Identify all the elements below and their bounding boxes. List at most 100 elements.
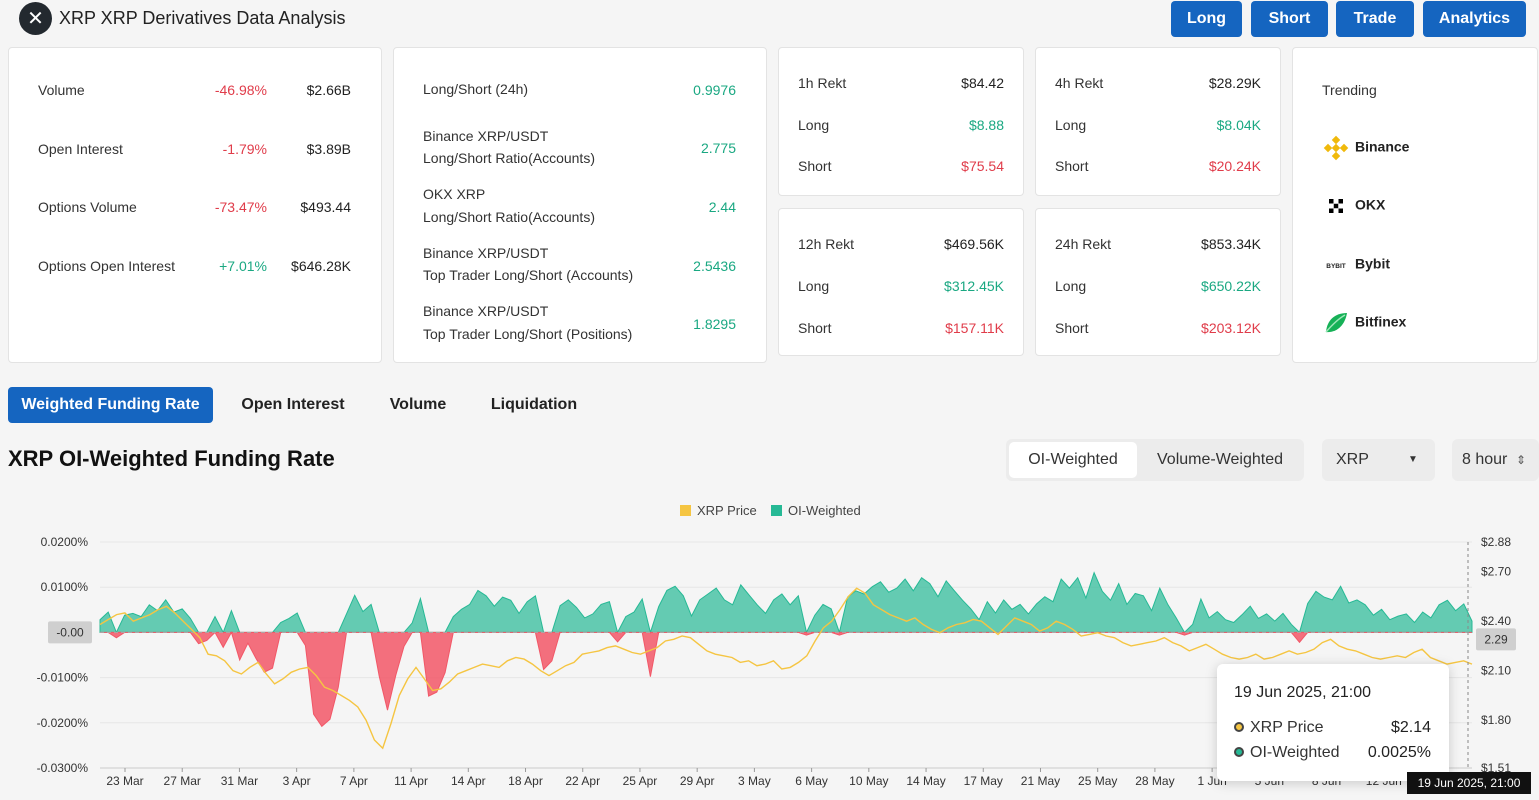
y-left-tick-label: 0.0200%: [41, 535, 89, 549]
x-tick-label: 25 Apr: [623, 774, 658, 788]
y-right-tick-label: $1.80: [1481, 713, 1511, 727]
oi-weighted-option[interactable]: OI-Weighted: [1009, 442, 1137, 478]
rekt-12h-card: 12h Rekt $469.56K Long $312.45K Short $1…: [778, 208, 1024, 356]
y-right-tick-label: $2.70: [1481, 565, 1511, 579]
coin-select-value: XRP: [1336, 451, 1369, 468]
ratio-value: 2.5436: [693, 258, 736, 274]
rekt-short-label: Short: [1055, 320, 1089, 336]
volume-weighted-option[interactable]: Volume-Weighted: [1157, 451, 1283, 468]
rekt-24h-card: 24h Rekt $853.34K Long $650.22K Short $2…: [1035, 208, 1281, 356]
ratio-label: Binance XRP/USDT: [423, 245, 549, 261]
stat-value: $2.66B: [306, 82, 351, 98]
interval-select-value: 8 hour: [1462, 451, 1508, 468]
trending-exchange-okx[interactable]: OKX: [1323, 193, 1385, 219]
x-tick-label: 18 Apr: [508, 774, 543, 788]
trending-exchange-bitfinex[interactable]: Bitfinex: [1323, 310, 1406, 336]
x-tick-label: 6 May: [795, 774, 828, 788]
rekt-short-label: Short: [1055, 158, 1089, 174]
stat-change: -73.47%: [214, 199, 267, 215]
legend-price[interactable]: XRP Price: [680, 503, 757, 518]
short-button[interactable]: Short: [1251, 1, 1328, 37]
ratio-value: 0.9976: [693, 82, 736, 98]
updown-chevron-icon: ⇕: [1516, 453, 1527, 467]
x-tick-label: 25 May: [1078, 774, 1117, 788]
rekt-total: $469.56K: [944, 236, 1004, 252]
weighting-toggle: OI-Weighted Volume-Weighted: [1006, 439, 1304, 481]
trending-exchange-binance[interactable]: Binance: [1323, 135, 1409, 161]
analytics-button[interactable]: Analytics: [1423, 1, 1526, 37]
y-left-tick-label: -0.0200%: [37, 716, 89, 730]
x-tick-label: 22 Apr: [565, 774, 600, 788]
rekt-title: 4h Rekt: [1055, 75, 1104, 91]
stat-label: Volume: [38, 82, 85, 98]
x-tick-label: 27 Mar: [164, 774, 201, 788]
chevron-down-icon: ▼: [1408, 454, 1418, 465]
xrp-logo-icon: ✕: [19, 2, 52, 35]
xrp-price-line: [99, 587, 1473, 750]
price-swatch: [680, 505, 691, 516]
page-header: ✕ XRP XRP Derivatives Data Analysis Long…: [0, 0, 1539, 38]
rekt-short-label: Short: [798, 158, 832, 174]
rekt-short-value: $20.24K: [1208, 158, 1261, 174]
rekt-short-value: $157.11K: [945, 320, 1004, 336]
oi-swatch: [771, 505, 782, 516]
long-button[interactable]: Long: [1171, 1, 1242, 37]
y-right-tick-label: $2.40: [1481, 614, 1511, 628]
ratio-value: 2.44: [708, 199, 736, 215]
ratio-label: Long/Short (24h): [423, 81, 529, 97]
oi-dot-icon: [1234, 747, 1244, 757]
funding-rate-chart[interactable]: 0.0200%0.0100%0%-0.0100%-0.0200%-0.0300%…: [0, 530, 1539, 800]
svg-text:BYBIT: BYBIT: [1326, 263, 1346, 270]
trending-card: Trending Binance OKX BYBIT Bybit Bitfine…: [1292, 47, 1538, 363]
price-value-label: 2.29: [1484, 632, 1508, 646]
rekt-long-value: $650.22K: [1201, 278, 1261, 294]
rekt-short-value: $75.54: [961, 158, 1004, 174]
tab-volume[interactable]: Volume: [389, 396, 447, 413]
x-tick-label: 23 Mar: [106, 774, 143, 788]
stat-label: Options Open Interest: [38, 258, 175, 274]
ratio-sublabel: Top Trader Long/Short (Positions): [423, 326, 633, 342]
ratio-sublabel: Top Trader Long/Short (Accounts): [423, 267, 634, 283]
x-tick-label: 14 Apr: [451, 774, 486, 788]
x-tick-label: 10 May: [849, 774, 888, 788]
stat-change: -46.98%: [214, 82, 267, 98]
exchange-name: Binance: [1355, 138, 1410, 155]
stat-value: $493.44: [300, 199, 351, 215]
stat-value: $646.28K: [291, 258, 351, 274]
x-tick-label: 21 May: [1021, 774, 1060, 788]
okx-icon: [1329, 199, 1343, 213]
rekt-long-value: $8.88: [968, 117, 1004, 133]
chart-tooltip: 19 Jun 2025, 21:00 XRP Price $2.14 OI-We…: [1217, 664, 1449, 781]
rekt-long-label: Long: [798, 278, 830, 294]
coin-select[interactable]: XRP ▼: [1322, 439, 1435, 481]
stat-change: -1.79%: [222, 141, 267, 157]
long-short-card: Long/Short (24h) 0.9976 Binance XRP/USDT…: [393, 47, 767, 363]
page-title: XRP XRP Derivatives Data Analysis: [59, 8, 346, 28]
bybit-icon: BYBIT: [1326, 263, 1346, 270]
x-tick-label: 11 Apr: [394, 774, 428, 788]
legend-oi-weighted[interactable]: OI-Weighted: [771, 503, 861, 518]
interval-select[interactable]: 8 hour ⇕: [1452, 439, 1539, 481]
x-tick-label: 17 May: [964, 774, 1003, 788]
trending-exchange-bybit[interactable]: BYBIT Bybit: [1323, 252, 1390, 278]
tab-liquidation[interactable]: Liquidation: [490, 396, 578, 413]
tab-open-interest[interactable]: Open Interest: [241, 396, 345, 413]
chart-title: XRP OI-Weighted Funding Rate: [8, 446, 335, 471]
oi-weighted-positive-area: [99, 571, 1473, 635]
stat-label: Open Interest: [38, 141, 123, 157]
rekt-total: $28.29K: [1208, 75, 1261, 91]
ratio-sublabel: Long/Short Ratio(Accounts): [423, 150, 595, 166]
x-tick-label: 28 May: [1135, 774, 1174, 788]
stat-value: $3.89B: [306, 141, 351, 157]
trade-button[interactable]: Trade: [1336, 1, 1414, 37]
ratio-value: 2.775: [700, 140, 736, 156]
rekt-title: 24h Rekt: [1055, 236, 1112, 252]
tooltip-price-label: XRP Price: [1234, 719, 1324, 737]
stat-label: Options Volume: [38, 199, 137, 215]
crosshair-time-label: 19 Jun 2025, 21:00: [1407, 772, 1531, 794]
zero-value-label-box: [48, 621, 92, 644]
rekt-long-value: $312.45K: [944, 278, 1004, 294]
tab-weighted-funding-rate[interactable]: Weighted Funding Rate: [8, 387, 213, 423]
tooltip-price-value: $2.14: [1390, 719, 1431, 736]
ratio-value: 1.8295: [693, 316, 736, 332]
